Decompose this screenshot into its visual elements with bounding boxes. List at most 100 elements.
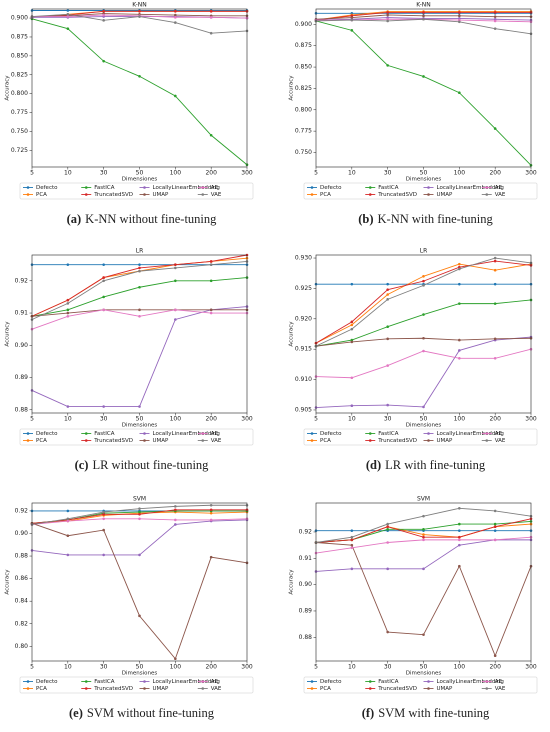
- panel: LR 0.905 0.910 0.915 0.920 0.925 0.930 5 10 30 50 1…: [289, 248, 538, 472]
- point: [493, 127, 497, 130]
- caption-text: K-NN without fine-tuning: [85, 212, 217, 226]
- series-line: [315, 257, 532, 347]
- point: [386, 298, 389, 301]
- point: [386, 567, 389, 571]
- chart-title: LR: [420, 248, 428, 255]
- legend-marker: [201, 193, 205, 196]
- y-tick-label: 0.800: [295, 106, 312, 113]
- point: [209, 503, 213, 507]
- point: [386, 282, 389, 286]
- point: [209, 263, 213, 266]
- point: [66, 311, 70, 315]
- legend-marker: [26, 186, 30, 189]
- point: [493, 27, 497, 30]
- point: [209, 508, 213, 512]
- x-axis-label: Dimensiones: [406, 177, 442, 183]
- point: [209, 31, 213, 35]
- x-tick-label: 5: [30, 416, 34, 423]
- point: [422, 336, 425, 340]
- point: [350, 567, 354, 571]
- x-tick-label: 5: [314, 416, 318, 423]
- point: [458, 506, 461, 510]
- chart-title: K-NN: [132, 2, 146, 9]
- point: [66, 509, 70, 513]
- point: [386, 13, 389, 17]
- plot-frame: [31, 8, 248, 168]
- panel: K-NN 0.750 0.775 0.800 0.825 0.850 0.875 0.900 5…: [289, 2, 538, 226]
- legend-marker: [485, 439, 489, 442]
- legend-label: VAE: [495, 192, 506, 198]
- point: [350, 16, 354, 19]
- point: [138, 15, 141, 18]
- legend-label: FastICA: [378, 185, 399, 191]
- x-axis-label: Dimensiones: [406, 671, 442, 677]
- x-tick-label: 30: [384, 170, 392, 177]
- point: [493, 256, 497, 260]
- y-tick-label: 0.90: [15, 530, 29, 537]
- point: [209, 133, 213, 137]
- x-tick-label: 200: [489, 170, 501, 177]
- legend-label: FastICA: [94, 679, 115, 685]
- point: [350, 338, 354, 342]
- x-tick-label: 50: [420, 170, 428, 177]
- legend-marker: [201, 680, 205, 683]
- caption: (c) LR without fine-tuning: [75, 458, 210, 472]
- legend-marker: [84, 687, 88, 690]
- legend-label: AE: [495, 431, 503, 437]
- point: [138, 507, 141, 510]
- x-tick-label: 10: [348, 416, 356, 423]
- x-tick-label: 200: [205, 170, 217, 177]
- caption-text: K-NN with fine-tuning: [378, 212, 494, 226]
- point: [138, 553, 141, 557]
- plot-frame: [315, 254, 532, 414]
- point: [174, 263, 177, 266]
- series-line: [31, 519, 248, 556]
- y-tick-label: 0.920: [295, 315, 312, 322]
- legend-box: [19, 182, 254, 200]
- point: [66, 553, 70, 557]
- point: [493, 538, 497, 542]
- y-tick-label: 0.875: [295, 42, 312, 49]
- legend-label: PCA: [36, 438, 47, 444]
- point: [102, 13, 105, 17]
- point: [350, 543, 354, 547]
- y-tick-label: 0.900: [295, 21, 312, 28]
- y-tick-label: 0.92: [15, 507, 29, 514]
- x-tick-label: 50: [420, 416, 428, 423]
- legend-marker: [26, 432, 30, 435]
- x-tick-label: 100: [454, 416, 466, 423]
- point: [493, 282, 497, 286]
- point: [138, 517, 141, 521]
- x-tick-label: 30: [100, 416, 108, 423]
- legend-marker: [143, 680, 146, 683]
- x-tick-label: 200: [489, 664, 501, 671]
- legend-marker: [310, 186, 314, 189]
- x-tick-label: 300: [241, 170, 253, 177]
- plot-frame: [315, 502, 532, 662]
- legend-marker: [310, 680, 314, 683]
- x-axis-label: Dimensiones: [122, 177, 158, 183]
- point: [458, 282, 461, 286]
- chart-title: LR: [136, 248, 144, 255]
- legend-label: Defecto: [36, 431, 58, 437]
- point: [386, 364, 389, 367]
- legend-marker: [427, 432, 430, 435]
- x-tick-label: 30: [384, 664, 392, 671]
- series-line: [31, 18, 248, 166]
- panel: LR 0.88 0.89 0.90 0.91 0.92 5 10 30 50 100 200 300 Di…: [5, 248, 254, 472]
- point: [386, 541, 389, 544]
- legend-label: LocallyLinearEmbedding: [437, 185, 504, 191]
- point: [66, 405, 70, 408]
- x-tick-label: 200: [205, 664, 217, 671]
- legend-marker: [310, 439, 314, 442]
- point: [493, 525, 497, 528]
- point: [493, 259, 497, 263]
- point: [138, 614, 141, 618]
- point: [422, 17, 425, 21]
- point: [66, 12, 70, 16]
- legend-label: PCA: [320, 438, 331, 444]
- point: [174, 505, 177, 508]
- point: [493, 19, 497, 23]
- legend-box: [19, 676, 254, 694]
- point: [458, 543, 461, 547]
